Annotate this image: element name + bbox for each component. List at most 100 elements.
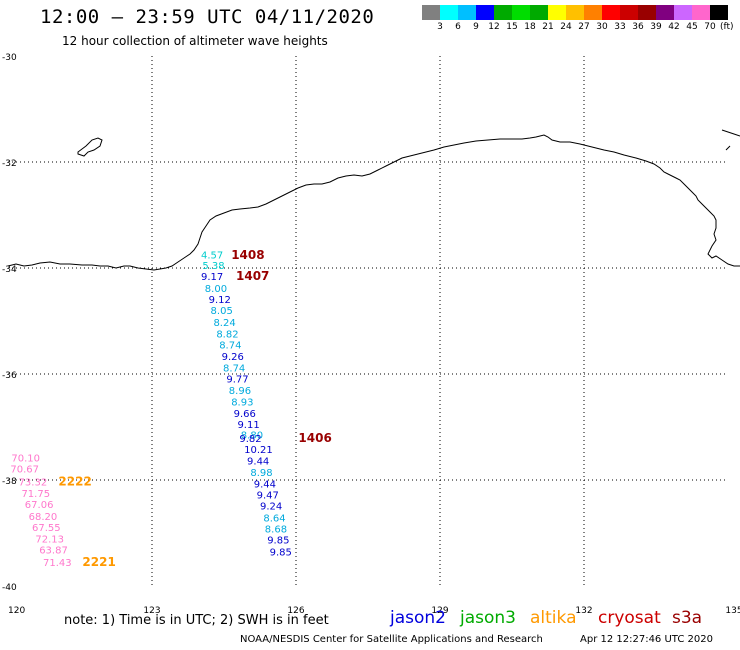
lon-label: 129 <box>431 606 448 616</box>
wave-height-value: 71.43 <box>43 558 72 569</box>
color-swatch <box>512 5 530 20</box>
color-swatch <box>530 5 548 20</box>
color-scale-label: 15 <box>506 22 518 32</box>
island-east <box>721 129 740 151</box>
color-swatch <box>620 5 638 20</box>
wave-height-value: 72.13 <box>35 535 64 546</box>
wave-height-value: 9.44 <box>254 479 276 490</box>
color-swatch <box>710 5 728 20</box>
color-scale-label: 3 <box>437 22 443 32</box>
legend-jason3: jason3 <box>460 608 516 628</box>
wave-height-value: 9.66 <box>234 409 256 420</box>
color-scale-label: 12 <box>488 22 500 32</box>
legend-cryosat: cryosat <box>598 608 661 628</box>
color-swatch <box>494 5 512 20</box>
lon-label: 126 <box>287 606 304 616</box>
color-swatch <box>584 5 602 20</box>
wave-height-value: 9.12 <box>209 295 231 306</box>
color-swatch <box>422 5 440 20</box>
color-scale-label: 30 <box>596 22 608 32</box>
pass-time-label: 1406 <box>298 431 331 445</box>
wave-height-value: 8.00 <box>205 284 227 295</box>
color-scale-label: 33 <box>614 22 626 32</box>
color-swatch <box>638 5 656 20</box>
color-scale-label: 21 <box>542 22 554 32</box>
color-swatch <box>674 5 692 20</box>
color-swatch <box>458 5 476 20</box>
wave-height-value: 9.17 <box>201 272 223 283</box>
color-scale-label: 39 <box>650 22 662 32</box>
wave-height-value: 73.32 <box>19 477 48 488</box>
legend-jason2: jason2 <box>390 608 446 628</box>
lat-label: -32 <box>2 159 17 169</box>
wave-height-value: 9.77 <box>226 374 248 385</box>
wave-height-value: 4.57 <box>201 250 223 261</box>
legend-altika: altika <box>530 608 577 628</box>
lat-label: -36 <box>2 371 17 381</box>
wave-height-value: 8.82 <box>216 329 238 340</box>
footnote: note: 1) Time is in UTC; 2) SWH is in fe… <box>64 613 329 628</box>
island-small <box>77 137 103 157</box>
color-scale-label: 6 <box>455 22 461 32</box>
color-scale-unit: (ft) <box>720 22 734 32</box>
color-scale-bar <box>422 5 728 20</box>
color-swatch <box>440 5 458 20</box>
lat-label: -40 <box>2 583 17 593</box>
pass-time-label: 1407 <box>236 269 269 283</box>
color-scale-label: 45 <box>686 22 698 32</box>
color-swatch <box>548 5 566 20</box>
pass-labels: 1408 1407 1406 2222 2221 <box>58 248 331 569</box>
wave-height-value: 9.82 <box>239 434 261 445</box>
lon-label: 132 <box>575 606 592 616</box>
color-scale-label: 42 <box>668 22 680 32</box>
wave-height-value: 9.85 <box>270 547 292 558</box>
color-swatch <box>692 5 710 20</box>
wave-height-value: 5.38 <box>202 261 224 272</box>
wave-height-value: 71.75 <box>21 489 50 500</box>
color-scale-label: 18 <box>524 22 536 32</box>
wave-height-value: 9.24 <box>260 502 282 513</box>
lon-label: 123 <box>143 606 160 616</box>
graticule <box>8 56 728 586</box>
wave-height-value: 8.68 <box>265 524 287 535</box>
wave-height-value: 8.96 <box>229 386 251 397</box>
wave-height-value: 8.24 <box>213 318 235 329</box>
map-subtitle: 12 hour collection of altimeter wave hei… <box>62 34 328 48</box>
pass-time-label: 2222 <box>58 474 91 488</box>
wave-height-value: 10.21 <box>244 445 273 456</box>
credit-line: NOAA/NESDIS Center for Satellite Applica… <box>240 634 543 645</box>
color-scale-label: 27 <box>578 22 590 32</box>
pass-time-label: 1408 <box>231 248 264 262</box>
coastline <box>7 134 740 271</box>
wave-height-value: 8.74 <box>223 363 245 374</box>
wave-height-value: 8.74 <box>219 341 241 352</box>
wave-height-value: 8.05 <box>211 306 233 317</box>
wave-height-value: 9.11 <box>237 420 259 431</box>
color-scale-label: 9 <box>473 22 479 32</box>
lon-label: 120 <box>8 606 25 616</box>
color-swatch <box>656 5 674 20</box>
lat-label: -30 <box>2 53 17 63</box>
wave-height-value: 9.44 <box>247 457 269 468</box>
color-scale-label: 24 <box>560 22 572 32</box>
wave-height-value: 8.93 <box>231 397 253 408</box>
wave-height-value: 9.85 <box>267 536 289 547</box>
color-scale-label: 70 <box>704 22 716 32</box>
color-swatch <box>566 5 584 20</box>
lon-label: 135 <box>725 606 740 616</box>
wave-height-value: 9.47 <box>257 491 279 502</box>
wave-height-value: 9.26 <box>222 352 244 363</box>
wave-height-value: 68.20 <box>29 512 58 523</box>
color-swatch <box>476 5 494 20</box>
lat-label: -38 <box>2 477 17 487</box>
wave-height-value: 67.55 <box>32 523 61 534</box>
wave-height-value: 70.10 <box>11 453 40 464</box>
wave-height-value: 8.98 <box>250 468 272 479</box>
lat-label: -34 <box>2 265 17 275</box>
generation-timestamp: Apr 12 12:27:46 UTC 2020 <box>580 634 713 645</box>
pass-time-label: 2221 <box>82 555 115 569</box>
map-title: 12:00 – 23:59 UTC 04/11/2020 <box>40 6 375 28</box>
wave-height-value: 67.06 <box>25 500 54 511</box>
axis-labels: -30 -32 -34 -36 -38 -40 120 123 126 129 132 135 <box>2 53 740 616</box>
